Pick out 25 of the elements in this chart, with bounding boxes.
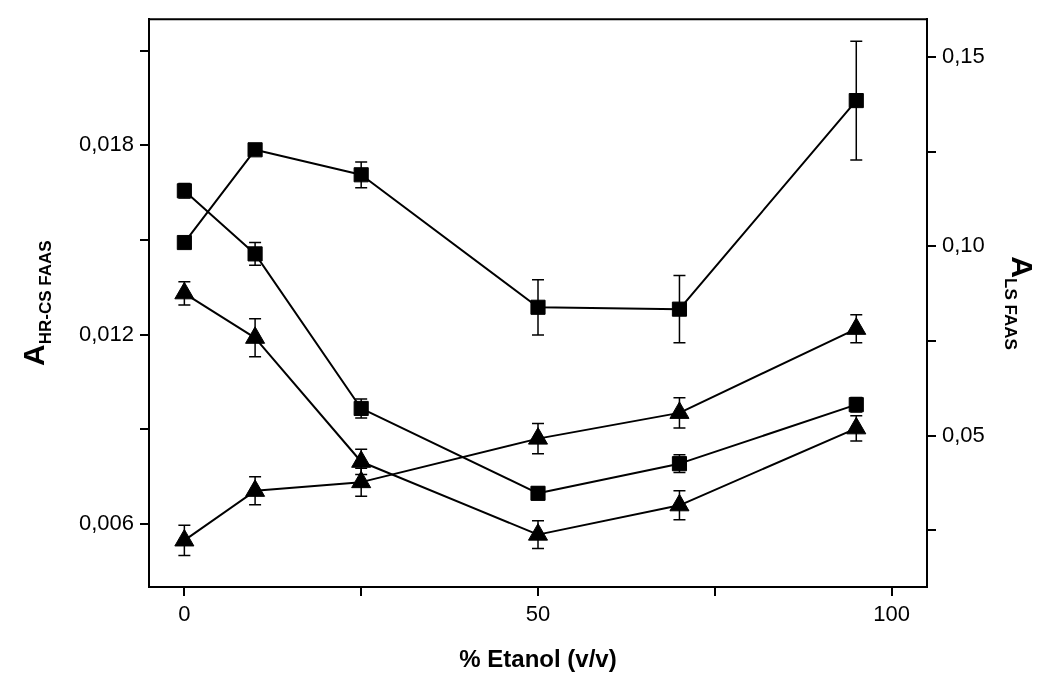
point: [669, 401, 690, 419]
x-tick-label: 0: [178, 601, 191, 627]
point: [353, 167, 369, 183]
point: [174, 281, 195, 300]
y-tick-label: 0,018: [78, 131, 134, 157]
point: [247, 246, 263, 262]
point: [671, 301, 688, 317]
y2-axis-title: ALS FAAS: [1001, 256, 1039, 350]
y-axis-title: AHR-CS FAAS: [17, 240, 55, 366]
x-axis-title: % Etanol (v/v): [459, 644, 617, 672]
point: [530, 299, 546, 315]
x-tick-label: 50: [525, 601, 551, 627]
point: [247, 142, 263, 158]
point: [669, 493, 690, 512]
y-tick-label: 0,012: [78, 320, 134, 346]
point: [174, 528, 195, 547]
point: [176, 234, 192, 251]
point: [848, 93, 864, 109]
point: [846, 317, 867, 335]
y2-tick-label: 0,05: [942, 421, 985, 447]
y2-tick-label: 0,10: [942, 232, 985, 258]
point: [846, 416, 867, 435]
y2-tick-label: 0,15: [942, 43, 985, 69]
y-tick-label: 0,006: [78, 509, 134, 535]
x-tick-label: 100: [873, 601, 910, 627]
